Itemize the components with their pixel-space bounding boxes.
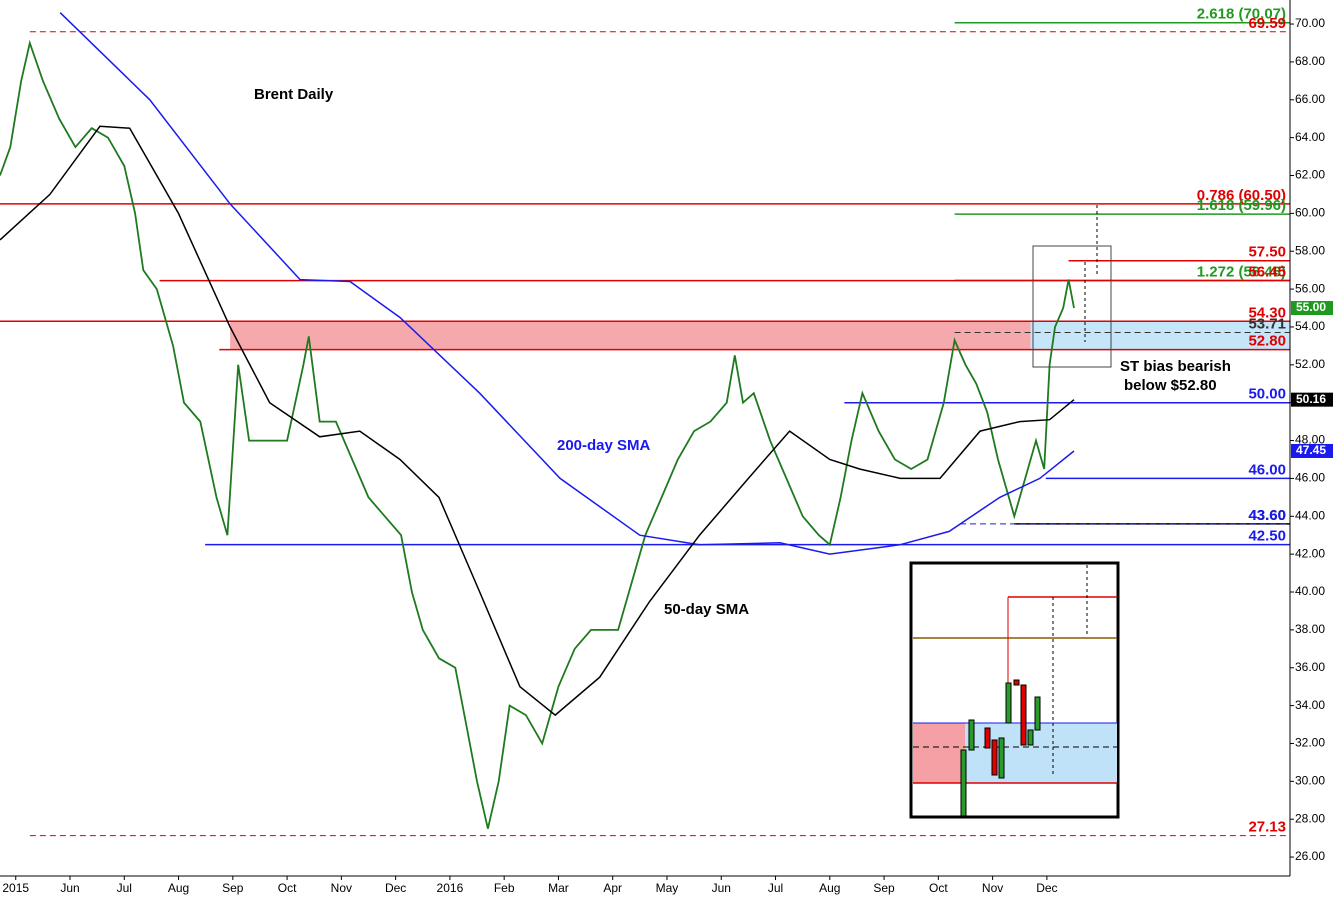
- y-tick-label: 56.00: [1295, 281, 1325, 295]
- zones: [230, 321, 1290, 350]
- level-label: 57.50: [1248, 244, 1286, 261]
- series: [0, 12, 1075, 829]
- x-tick-label: Jun: [712, 881, 731, 895]
- y-tick-label: 60.00: [1295, 206, 1325, 220]
- last-value-badge: [1291, 392, 1333, 407]
- y-tick-label: 26.00: [1295, 849, 1325, 863]
- annotation: 200-day SMA: [557, 437, 651, 454]
- y-tick-label: 40.00: [1295, 584, 1325, 598]
- x-tick-label: Aug: [819, 881, 840, 895]
- level-label: 0.786 (60.50): [1197, 187, 1286, 204]
- level-label: 43.60: [1248, 507, 1286, 524]
- y-tick-label: 66.00: [1295, 92, 1325, 106]
- x-tick-label: Dec: [1036, 881, 1057, 895]
- x-tick-label: Sep: [873, 881, 895, 895]
- y-tick-label: 44.00: [1295, 508, 1325, 522]
- y-tick-label: 46.00: [1295, 471, 1325, 485]
- level-label: 50.00: [1248, 386, 1286, 403]
- level-label: 43.60: [1248, 507, 1286, 524]
- series-line: [0, 125, 1075, 717]
- x-tick-label: Mar: [548, 881, 569, 895]
- x-tick-label: Aug: [168, 881, 189, 895]
- x-tick-label: Sep: [222, 881, 244, 895]
- level-label: 54.30: [1248, 304, 1286, 321]
- level-label: 56.45: [1248, 264, 1286, 281]
- x-tick-label: Nov: [982, 881, 1003, 895]
- x-tick-label: May: [656, 881, 679, 895]
- labels: 26.00 28.00 30.00 32.00 34.00 36.00 38.00 40.00…: [2, 6, 1333, 895]
- x-tick-label: Jul: [117, 881, 132, 895]
- series-line: [59, 12, 1075, 555]
- last-value-label: 47.45: [1296, 443, 1326, 457]
- y-tick-label: 48.00: [1295, 433, 1325, 447]
- levels: [0, 21, 1290, 837]
- level-label: 46.00: [1248, 461, 1286, 478]
- last-value-label: 55.00: [1296, 300, 1326, 314]
- y-tick-label: 68.00: [1295, 54, 1325, 68]
- y-tick-label: 38.00: [1295, 622, 1325, 636]
- y-tick-label: 62.00: [1295, 168, 1325, 182]
- level-label: 52.80: [1248, 333, 1286, 350]
- y-tick-label: 52.00: [1295, 357, 1325, 371]
- zone: [230, 321, 1031, 350]
- level-label: 53.71: [1248, 315, 1286, 332]
- x-tick-label: 2015: [2, 881, 29, 895]
- y-tick-label: 70.00: [1295, 16, 1325, 30]
- x-tick-label: Feb: [494, 881, 515, 895]
- zone: [1030, 321, 1290, 350]
- arrows: [1084, 205, 1098, 342]
- y-tick-label: 58.00: [1295, 243, 1325, 257]
- y-tick-label: 54.00: [1295, 319, 1325, 333]
- x-tick-label: 2016: [437, 881, 464, 895]
- y-tick-label: 34.00: [1295, 698, 1325, 712]
- y-tick-label: 32.00: [1295, 736, 1325, 750]
- x-tick-label: Oct: [929, 881, 948, 895]
- inset-content: [913, 565, 1117, 817]
- x-tick-label: Apr: [603, 881, 622, 895]
- level-label: 1.618 (59.96): [1197, 197, 1286, 214]
- y-tick-label: 36.00: [1295, 660, 1325, 674]
- y-tick-label: 28.00: [1295, 811, 1325, 825]
- last-value-label: 50.16: [1296, 392, 1326, 406]
- annotation: ST bias bearish: [1120, 358, 1231, 375]
- level-label: 1.272 (56.46): [1197, 263, 1286, 280]
- y-tick-label: 42.00: [1295, 546, 1325, 560]
- y-tick-label: 64.00: [1295, 130, 1325, 144]
- highlight-box: [1032, 245, 1112, 368]
- level-label: 27.13: [1248, 819, 1286, 836]
- level-label: 42.50: [1248, 528, 1286, 545]
- series-line: [0, 39, 1075, 829]
- level-label: 69.59: [1248, 15, 1286, 32]
- x-tick-label: Nov: [331, 881, 352, 895]
- last-value-badge: [1291, 443, 1333, 458]
- x-tick-label: Jun: [60, 881, 79, 895]
- last-value-badge: [1291, 301, 1333, 316]
- x-tick-label: Oct: [278, 881, 297, 895]
- y-tick-label: 30.00: [1295, 774, 1325, 788]
- annotation: 50-day SMA: [664, 601, 749, 618]
- annotation: below $52.80: [1124, 377, 1217, 394]
- chart-title: Brent Daily: [254, 86, 334, 103]
- x-tick-label: Jul: [768, 881, 783, 895]
- level-label: 2.618 (70.07): [1197, 6, 1286, 23]
- x-tick-label: Dec: [385, 881, 406, 895]
